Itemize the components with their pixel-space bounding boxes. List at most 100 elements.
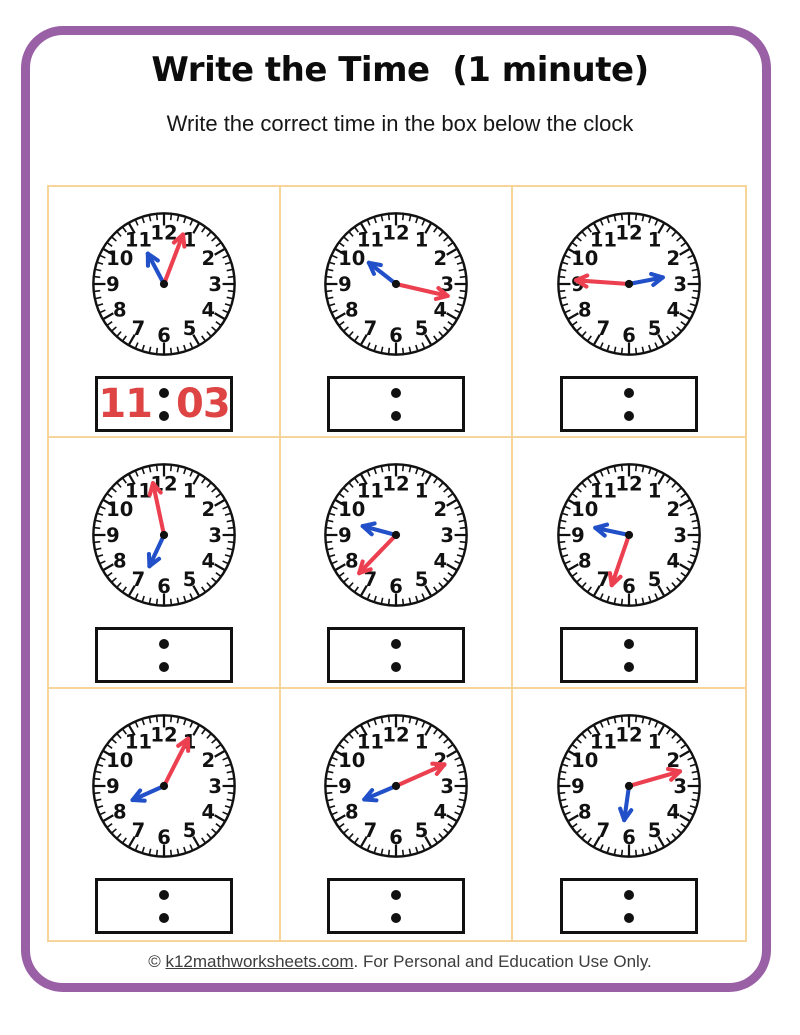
minute-tick <box>222 254 229 259</box>
minute-tick <box>606 846 610 853</box>
minute-tick <box>676 326 682 332</box>
minute-tick <box>222 505 229 510</box>
minute-tick <box>634 849 638 856</box>
five-minute-tick <box>679 750 690 758</box>
dial-number-7: 7 <box>364 568 378 591</box>
dial-number-12: 12 <box>615 473 642 496</box>
minute-tick <box>327 296 334 300</box>
answer-minutes: 03 <box>176 381 231 427</box>
dial-number-4: 4 <box>433 549 447 572</box>
minute-tick <box>134 470 139 477</box>
minute-tick <box>401 598 405 605</box>
minute-tick <box>215 823 221 828</box>
minute-tick <box>560 268 567 272</box>
minute-tick <box>438 582 444 588</box>
dial-number-10: 10 <box>571 247 598 270</box>
minute-tick <box>348 482 354 488</box>
five-minute-tick <box>128 474 136 485</box>
time-answer-box[interactable] <box>95 878 233 934</box>
minute-tick <box>224 763 231 767</box>
minute-tick <box>99 505 106 510</box>
time-answer-box[interactable]: 11 03 <box>95 376 233 432</box>
dial-number-5: 5 <box>183 568 197 591</box>
minute-tick <box>116 582 122 588</box>
minute-tick <box>95 770 102 774</box>
dial-number-6: 6 <box>622 575 636 598</box>
minute-tick <box>134 219 139 226</box>
time-answer-box[interactable] <box>560 627 698 683</box>
dial-number-8: 8 <box>113 298 127 321</box>
minute-tick <box>141 719 145 726</box>
minute-tick <box>560 296 567 300</box>
minute-tick <box>354 729 359 735</box>
dial-number-11: 11 <box>125 229 152 252</box>
time-answer-box[interactable] <box>560 878 698 934</box>
time-answer-box[interactable] <box>327 376 465 432</box>
dial-number-11: 11 <box>357 731 384 754</box>
minute-tick <box>620 598 624 605</box>
minute-tick <box>206 331 212 337</box>
clock-center-dot <box>624 530 634 540</box>
minute-tick <box>415 468 419 475</box>
minute-tick <box>189 844 194 851</box>
time-answer-box[interactable] <box>95 627 233 683</box>
minute-tick <box>94 526 101 530</box>
minute-tick <box>155 598 159 605</box>
minute-tick <box>648 846 652 853</box>
five-minute-tick <box>103 312 114 320</box>
minute-tick <box>459 791 466 795</box>
five-minute-tick <box>214 248 225 256</box>
minute-tick <box>215 572 221 577</box>
dial-number-6: 6 <box>622 324 636 347</box>
minute-tick <box>99 309 106 314</box>
dial-number-5: 5 <box>183 317 197 340</box>
minute-tick <box>691 798 698 802</box>
dial-number-12: 12 <box>382 724 409 747</box>
minute-tick <box>654 470 659 477</box>
five-minute-tick <box>214 312 225 320</box>
dial-number-10: 10 <box>338 247 365 270</box>
minute-tick <box>95 798 102 802</box>
minute-tick <box>122 837 127 843</box>
time-answer-box[interactable] <box>327 878 465 934</box>
five-minute-tick <box>192 223 200 234</box>
minute-tick <box>433 837 438 843</box>
minute-tick <box>326 540 333 544</box>
minute-tick <box>572 321 578 326</box>
five-minute-tick <box>214 563 225 571</box>
dial-number-3: 3 <box>440 775 454 798</box>
minute-tick <box>354 586 359 592</box>
minute-tick <box>671 482 677 488</box>
minute-tick <box>387 598 391 605</box>
minute-tick <box>401 214 405 221</box>
dial-number-8: 8 <box>345 549 359 572</box>
minute-tick <box>206 833 212 839</box>
minute-tick <box>215 242 221 247</box>
five-minute-tick <box>593 334 601 345</box>
minute-tick <box>227 289 234 293</box>
minute-tick <box>456 512 463 516</box>
dial-number-1: 1 <box>648 229 662 252</box>
dial-number-1: 1 <box>415 229 429 252</box>
five-minute-tick <box>192 836 200 847</box>
time-answer-box[interactable] <box>327 627 465 683</box>
dial-number-12: 12 <box>615 222 642 245</box>
minute-tick <box>111 487 117 493</box>
minute-tick <box>680 823 686 828</box>
dial-number-12: 12 <box>382 473 409 496</box>
colon-dots <box>159 889 169 923</box>
minute-tick <box>613 848 617 855</box>
minute-tick <box>438 231 444 237</box>
dial-number-5: 5 <box>415 317 429 340</box>
dial-number-4: 4 <box>201 800 215 823</box>
hour-hand <box>366 260 399 287</box>
minute-tick <box>689 261 696 265</box>
five-minute-tick <box>360 334 368 345</box>
minute-tick <box>421 342 426 349</box>
minute-tick <box>564 309 571 314</box>
minute-tick <box>215 321 221 326</box>
colon-dots <box>159 638 169 672</box>
dial-number-10: 10 <box>106 749 133 772</box>
footer-website-link[interactable]: k12mathworksheets.com <box>165 952 354 971</box>
time-answer-box[interactable] <box>560 376 698 432</box>
